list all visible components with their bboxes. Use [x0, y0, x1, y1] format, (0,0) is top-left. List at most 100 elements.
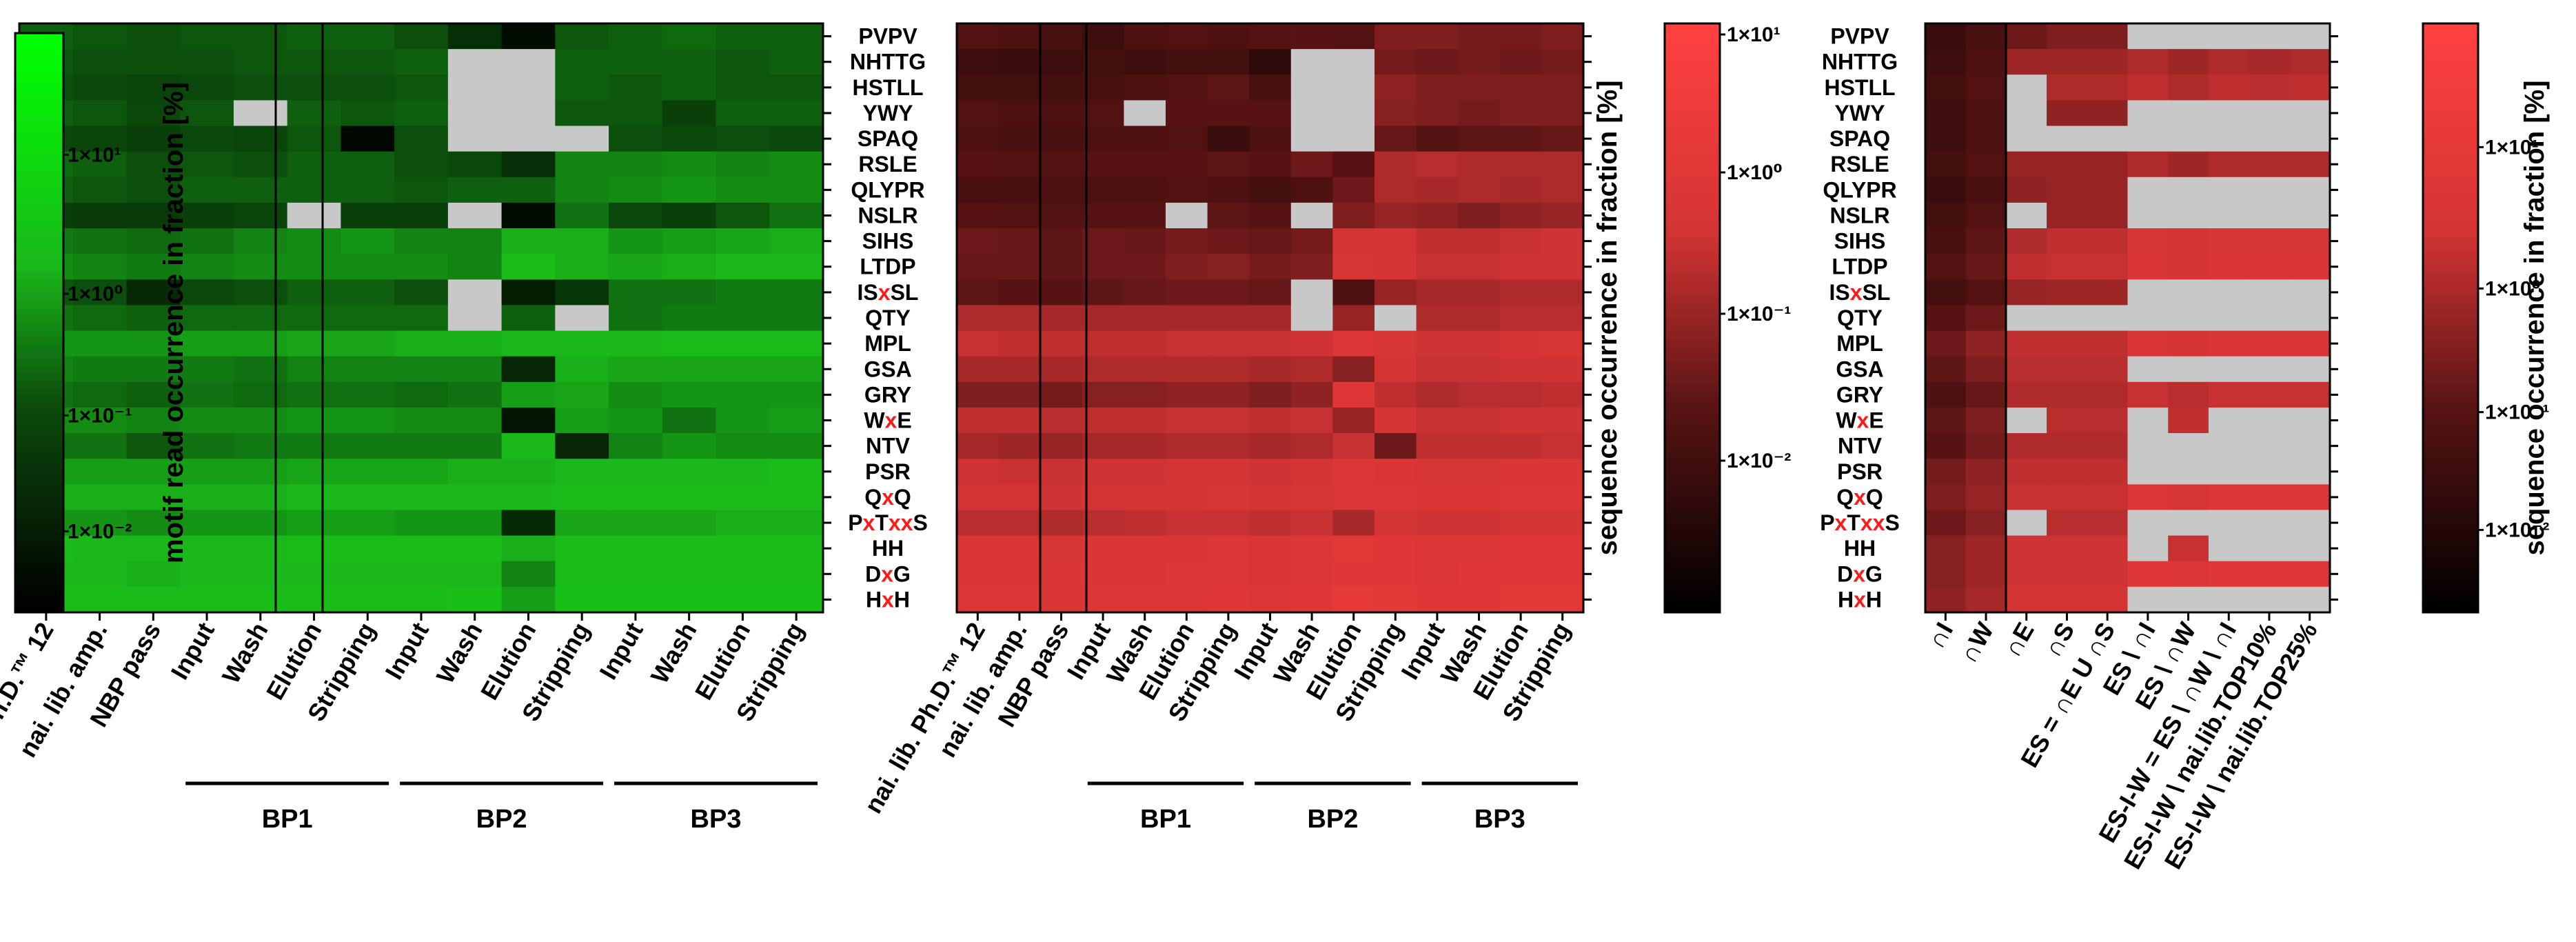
motif-label: LTDP: [860, 254, 915, 279]
heatmap-cell: [1332, 484, 1375, 511]
heatmap-cell: [555, 459, 609, 485]
heatmap-cell: [2087, 510, 2129, 537]
heatmap-cell: [1416, 74, 1459, 101]
colorbar-step: [1665, 295, 1720, 304]
heatmap-cell: [1965, 254, 2007, 281]
heatmap-cell: [501, 177, 556, 203]
heatmap-cell: [501, 586, 556, 613]
colorbar-step: [2423, 443, 2478, 451]
colorbar-step: [15, 344, 63, 352]
heatmap-cell: [180, 330, 234, 357]
heatmap-cell: [716, 74, 771, 101]
heatmap-cell: [1166, 561, 1208, 588]
heatmap-cell: [72, 151, 128, 178]
heatmap-cell: [769, 561, 824, 588]
heatmap-cell: [1290, 151, 1334, 178]
heatmap-cell: [1290, 74, 1334, 101]
colorbar-step: [15, 106, 63, 114]
heatmap-cell: [662, 23, 717, 50]
colorbar-tick-label: 1×10¹: [68, 143, 121, 166]
heatmap-cell: [1166, 484, 1208, 511]
colorbar-step: [1665, 369, 1720, 378]
heatmap-cell: [394, 151, 449, 178]
heatmap-cell: [180, 586, 234, 613]
heatmap-cell: [1207, 510, 1250, 537]
heatmap-cell: [2289, 510, 2331, 537]
colorbar-step: [1665, 377, 1720, 385]
heatmap-cell: [2249, 407, 2291, 434]
heatmap-cell: [1416, 151, 1459, 178]
heatmap-cell: [2249, 100, 2291, 127]
heatmap-cell: [716, 330, 771, 357]
heatmap-cell: [2208, 407, 2250, 434]
heatmap-cell: [126, 459, 181, 485]
heatmap-cell: [2289, 126, 2331, 152]
heatmap-cell: [447, 279, 503, 306]
heatmap-cell: [662, 151, 717, 178]
colorbar-step: [15, 525, 63, 534]
heatmap-cell: [180, 202, 234, 229]
heatmap-cell: [2047, 484, 2088, 511]
heatmap-cell: [1040, 433, 1083, 460]
heatmap-cell: [447, 330, 503, 357]
heatmap-cell: [1249, 459, 1292, 485]
colorbar-step: [1665, 421, 1720, 429]
heatmap-cell: [1332, 228, 1375, 254]
heatmap-cell: [1499, 279, 1543, 306]
heatmap-cell: [501, 330, 556, 357]
heatmap-cell: [180, 279, 234, 306]
colorbar-step: [2423, 38, 2478, 46]
heatmap-cell: [287, 126, 342, 152]
colorbar-step: [2423, 68, 2478, 76]
colorbar-step: [2423, 273, 2478, 282]
heatmap-cell: [1290, 228, 1334, 254]
heatmap-cell: [2047, 305, 2088, 332]
colorbar-step: [15, 381, 63, 389]
colorbar-step: [2423, 465, 2478, 473]
heatmap-cell: [2047, 151, 2088, 178]
heatmap-cell: [1249, 126, 1292, 152]
heatmap-cell: [662, 356, 717, 383]
colorbar-step: [15, 460, 63, 468]
heatmap-cell: [287, 23, 342, 50]
motif-label: MPL: [864, 331, 911, 356]
heatmap-cell: [2249, 586, 2291, 613]
heatmap-cell: [72, 586, 128, 613]
heatmap-cell: [2006, 100, 2047, 127]
heatmap-cell: [2208, 535, 2250, 562]
motif-label: NSLR: [1829, 203, 1889, 228]
heatmap-cell: [2006, 74, 2047, 101]
colorbar-step: [15, 554, 63, 563]
heatmap-cell: [1166, 330, 1208, 357]
heatmap-cell: [1416, 202, 1459, 229]
colorbar-frame: [14, 32, 65, 614]
colorbar-step: [1665, 30, 1720, 39]
heatmap-cell: [1375, 407, 1417, 434]
colorbar-step: [2423, 517, 2478, 525]
heatmap-cell: [1541, 228, 1584, 254]
heatmap-cell: [394, 561, 449, 588]
heatmap-cell: [1499, 459, 1543, 485]
heatmap-cell: [957, 228, 1000, 254]
colorbar-step: [15, 402, 63, 410]
heatmap-cell: [555, 586, 609, 613]
colorbar-step: [1665, 163, 1720, 172]
heatmap-cell: [180, 151, 234, 178]
heatmap-cell: [180, 484, 234, 511]
heatmap-cell: [1249, 535, 1292, 562]
heatmap-cell: [1040, 330, 1083, 357]
heatmap-cell: [998, 484, 1041, 511]
colorbar-step: [2423, 90, 2478, 98]
heatmap-cell: [1124, 586, 1166, 613]
heatmap-cell: [1416, 586, 1459, 613]
heatmap-cell: [1925, 381, 1967, 408]
heatmap-cell: [447, 100, 503, 127]
heatmap-cell: [2208, 254, 2250, 281]
heatmap-cell: [957, 151, 1000, 178]
motif-label: QLYPR: [851, 177, 924, 202]
heatmap-cell: [1124, 356, 1166, 383]
colorbar-step: [2423, 295, 2478, 304]
heatmap-cell: [716, 586, 771, 613]
heatmap-cell: [72, 407, 128, 434]
heatmap-cell: [1166, 74, 1208, 101]
